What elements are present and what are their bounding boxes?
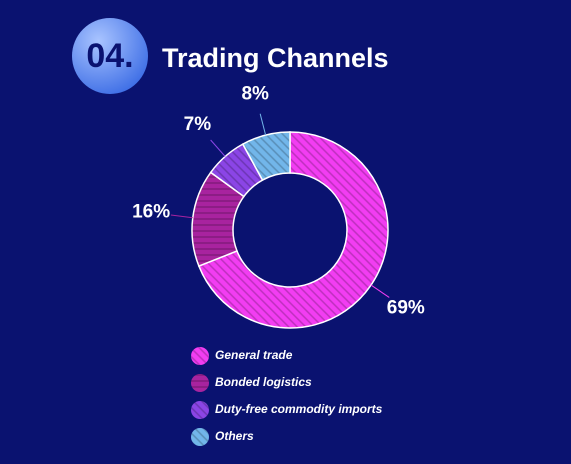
leader-line xyxy=(170,214,193,219)
data-label: 7% xyxy=(184,114,212,135)
data-label: 69% xyxy=(387,298,425,319)
legend-swatch xyxy=(191,428,209,446)
data-label: 16% xyxy=(132,201,170,222)
chart-title: Trading Channels xyxy=(162,43,389,73)
leader-line xyxy=(259,113,267,136)
badge-circle xyxy=(72,18,148,94)
donut-slice xyxy=(241,131,291,182)
legend-label: Duty-free commodity imports xyxy=(215,402,383,416)
legend-swatch xyxy=(191,401,209,419)
badge-text: 04. xyxy=(86,37,133,75)
legend-label: Others xyxy=(215,429,254,443)
legend-label: General trade xyxy=(215,348,293,362)
legend-swatch xyxy=(191,347,209,365)
donut-slice xyxy=(197,131,389,329)
leader-line xyxy=(370,284,390,298)
legend-label: Bonded logistics xyxy=(215,375,312,389)
leader-line xyxy=(210,139,226,157)
data-label: 8% xyxy=(241,83,269,104)
legend-swatch xyxy=(191,374,209,392)
